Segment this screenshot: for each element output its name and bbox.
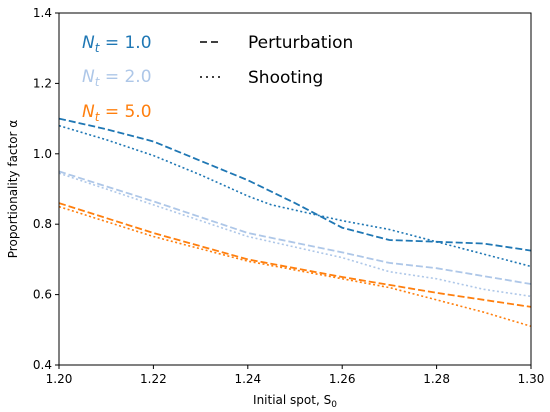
legend-nt-value: = 2.0 bbox=[99, 67, 151, 87]
legend-nt-var: N bbox=[82, 33, 95, 53]
series-line-nt-2-0-shooting bbox=[58, 172, 532, 298]
legend-layer: Nt = 1.0Nt = 2.0Nt = 5.0PerturbationShoo… bbox=[82, 33, 353, 124]
series-line-nt-1-0-perturbation bbox=[58, 117, 532, 252]
legend-nt-entry: Nt = 5.0 bbox=[82, 102, 152, 124]
series-layer bbox=[58, 117, 532, 328]
legend-nt-var: N bbox=[82, 102, 95, 122]
x-tick-label: 1.24 bbox=[234, 372, 261, 386]
y-tick-label: 0.6 bbox=[33, 288, 52, 302]
legend-method-label: Shooting bbox=[248, 68, 323, 88]
series-line-nt-5-0-perturbation bbox=[58, 202, 532, 308]
series-line-nt-5-0-shooting bbox=[58, 205, 532, 328]
y-axis-label: Proportionality factor α bbox=[6, 120, 20, 259]
y-tick-label: 0.8 bbox=[33, 217, 52, 231]
legend-nt-var: N bbox=[82, 67, 95, 87]
y-tick-label: 1.2 bbox=[33, 76, 52, 90]
y-tick-label: 0.4 bbox=[33, 358, 52, 372]
legend-nt-value: = 1.0 bbox=[99, 33, 151, 53]
x-axis-label-text: Initial spot, S bbox=[253, 393, 331, 407]
x-axis-label: Initial spot, S0 bbox=[253, 393, 337, 410]
x-tick-label: 1.30 bbox=[518, 372, 545, 386]
legend-nt-entry: Nt = 2.0 bbox=[82, 67, 152, 89]
y-tick-label: 1.4 bbox=[33, 6, 52, 20]
legend-method-label: Perturbation bbox=[248, 33, 353, 53]
x-tick-label: 1.20 bbox=[46, 372, 73, 386]
y-tick-label: 1.0 bbox=[33, 147, 52, 161]
x-tick-label: 1.26 bbox=[329, 372, 356, 386]
x-tick-label: 1.22 bbox=[140, 372, 167, 386]
x-tick-label: 1.28 bbox=[423, 372, 450, 386]
legend-nt-subscript: t bbox=[95, 110, 101, 124]
x-axis-label-subscript: 0 bbox=[331, 400, 337, 410]
plot-frame bbox=[58, 12, 532, 366]
legend-nt-value: = 5.0 bbox=[99, 102, 151, 122]
legend-nt-subscript: t bbox=[95, 75, 101, 89]
legend-nt-entry: Nt = 1.0 bbox=[82, 33, 152, 55]
axes-layer: 1.20 1.22 1.24 1.26 1.28 1.30 0.4 0.6 0.8 1.0 1.2 1… bbox=[6, 6, 544, 410]
series-line-nt-2-0-perturbation bbox=[58, 170, 532, 285]
legend-nt-subscript: t bbox=[95, 41, 101, 55]
series-line-nt-1-0-shooting bbox=[58, 124, 532, 268]
